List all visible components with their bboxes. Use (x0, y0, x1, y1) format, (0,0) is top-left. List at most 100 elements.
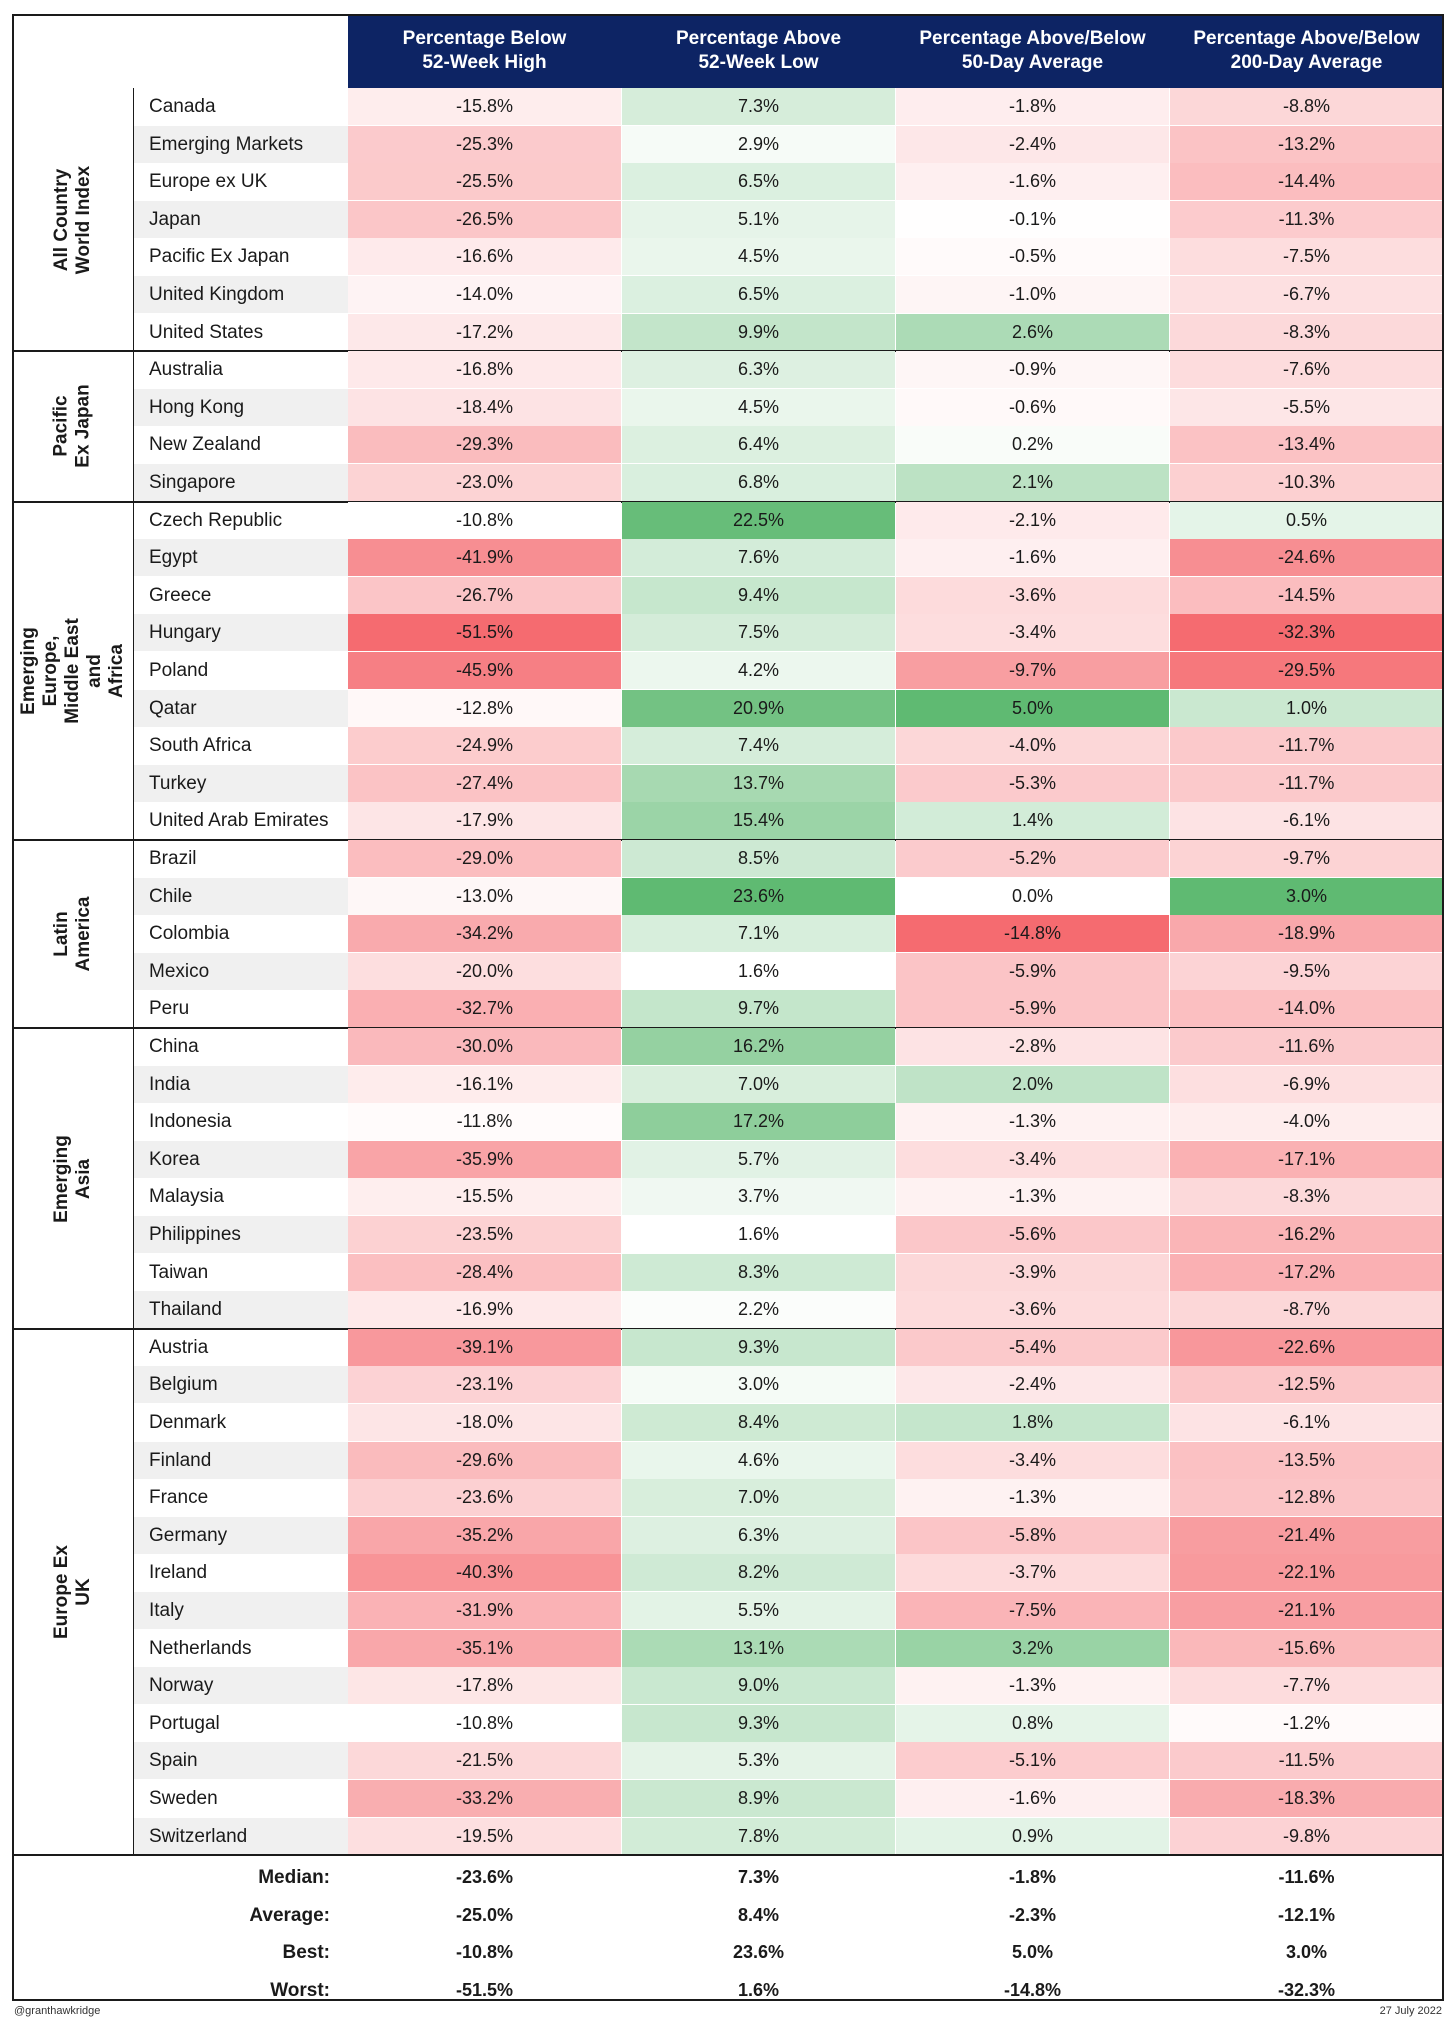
country-label: Poland (149, 660, 209, 681)
value-cell: -11.7% (1170, 765, 1443, 802)
value-cell: -3.6% (896, 577, 1169, 614)
country-label: France (149, 1487, 209, 1508)
value-cell: 2.0% (896, 1066, 1169, 1103)
country-label: Sweden (149, 1788, 218, 1809)
summary-label: Median: (258, 1867, 330, 1888)
value-cell: -18.9% (1170, 915, 1443, 952)
value-cell: -10.8% (348, 502, 621, 539)
value-cell: 3.0% (622, 1366, 895, 1403)
value-cell: -1.2% (1170, 1705, 1443, 1742)
value-cell: -28.4% (348, 1254, 621, 1291)
summary-value: -14.8% (1003, 1980, 1062, 2000)
country-label: Turkey (134, 765, 348, 802)
value-cell: -1.3% (896, 1479, 1169, 1516)
value-cell: 6.4% (622, 426, 895, 463)
value-cell: 17.2% (622, 1103, 895, 1140)
value-cell: -1.6% (896, 163, 1169, 200)
country-label: Austria (149, 1337, 209, 1358)
summary-value: 3.0% (1285, 1942, 1328, 1962)
country-label: Hungary (134, 614, 348, 651)
summary-value: -12.1% (1277, 1905, 1336, 1925)
country-label: New Zealand (149, 434, 261, 455)
value-cell: -32.7% (348, 990, 621, 1027)
value-cell: -18.4% (348, 389, 621, 426)
header-band (348, 14, 1444, 88)
value-cell: -22.1% (1170, 1554, 1443, 1591)
country-label: Canada (149, 96, 216, 117)
value-cell: 2.9% (622, 126, 895, 163)
value-cell: -7.5% (896, 1592, 1169, 1629)
country-label: Colombia (149, 923, 230, 944)
country-label: India (134, 1066, 348, 1103)
value-cell: -19.5% (348, 1818, 621, 1855)
value-cell: -3.7% (896, 1554, 1169, 1591)
country-label: Pacific Ex Japan (149, 246, 290, 267)
value-cell: -29.3% (348, 426, 621, 463)
value-cell: -9.7% (1170, 840, 1443, 877)
value-cell: -8.3% (1170, 314, 1443, 351)
value-cell: -9.7% (896, 652, 1169, 689)
value-cell: -25.5% (348, 163, 621, 200)
value-cell: 20.9% (622, 690, 895, 727)
value-cell: 8.3% (622, 1254, 895, 1291)
value-cell: -35.9% (348, 1141, 621, 1178)
value-cell: -6.1% (1170, 802, 1443, 839)
value-cell: -3.4% (896, 1442, 1169, 1479)
value-cell: 9.9% (622, 314, 895, 351)
value-cell: 4.2% (622, 652, 895, 689)
summary-label: Best: (282, 1942, 330, 1963)
value-cell: -1.3% (896, 1103, 1169, 1140)
country-label: United Arab Emirates (149, 810, 329, 831)
value-cell: -0.1% (896, 201, 1169, 238)
country-label: Emerging Markets (134, 126, 348, 163)
country-label: Spain (134, 1742, 348, 1779)
country-label: Malaysia (149, 1186, 224, 1207)
value-cell: -29.0% (348, 840, 621, 877)
value-cell: -12.8% (348, 690, 621, 727)
value-cell: -6.1% (1170, 1404, 1443, 1441)
country-label: Portugal (149, 1713, 220, 1734)
value-cell: -14.8% (896, 915, 1169, 952)
value-cell: 6.8% (622, 464, 895, 501)
summary-value: -32.3% (1277, 1980, 1336, 2000)
value-cell: -31.9% (348, 1592, 621, 1629)
value-cell: 7.5% (622, 614, 895, 651)
value-cell: -0.6% (896, 389, 1169, 426)
country-label: Australia (149, 359, 223, 380)
value-cell: 7.0% (622, 1479, 895, 1516)
column-header: Percentage Above/Below 200-Day Average (1193, 28, 1420, 73)
column-header: Percentage Below 52-Week High (402, 28, 567, 73)
country-label: Europe ex UK (149, 171, 268, 192)
value-cell: -5.4% (896, 1329, 1169, 1366)
value-cell: -5.2% (896, 840, 1169, 877)
summary-value: 8.4% (737, 1905, 780, 1925)
country-label: Mexico (134, 953, 348, 990)
value-cell: -18.0% (348, 1404, 621, 1441)
value-cell: 6.5% (622, 163, 895, 200)
value-cell: 2.1% (896, 464, 1169, 501)
country-label: Switzerland (134, 1818, 348, 1855)
value-cell: -8.7% (1170, 1291, 1443, 1328)
value-cell: 8.9% (622, 1780, 895, 1817)
value-cell: -3.9% (896, 1254, 1169, 1291)
value-cell: -41.9% (348, 539, 621, 576)
value-cell: -33.2% (348, 1780, 621, 1817)
value-cell: -10.3% (1170, 464, 1443, 501)
summary-value: -25.0% (455, 1905, 514, 1925)
value-cell: -30.0% (348, 1028, 621, 1065)
value-cell: -26.7% (348, 577, 621, 614)
value-cell: -23.1% (348, 1366, 621, 1403)
country-label: Netherlands (149, 1638, 252, 1659)
value-cell: 0.0% (896, 878, 1169, 915)
value-cell: -45.9% (348, 652, 621, 689)
value-cell: -24.6% (1170, 539, 1443, 576)
value-cell: -7.6% (1170, 351, 1443, 388)
footer-date: 27 July 2022 (1379, 2005, 1442, 2017)
country-label: Qatar (134, 690, 348, 727)
value-cell: 0.2% (896, 426, 1169, 463)
value-cell: 0.5% (1170, 502, 1443, 539)
value-cell: 7.3% (622, 88, 895, 125)
value-cell: 6.5% (622, 276, 895, 313)
value-cell: -3.6% (896, 1291, 1169, 1328)
value-cell: -5.1% (896, 1742, 1169, 1779)
